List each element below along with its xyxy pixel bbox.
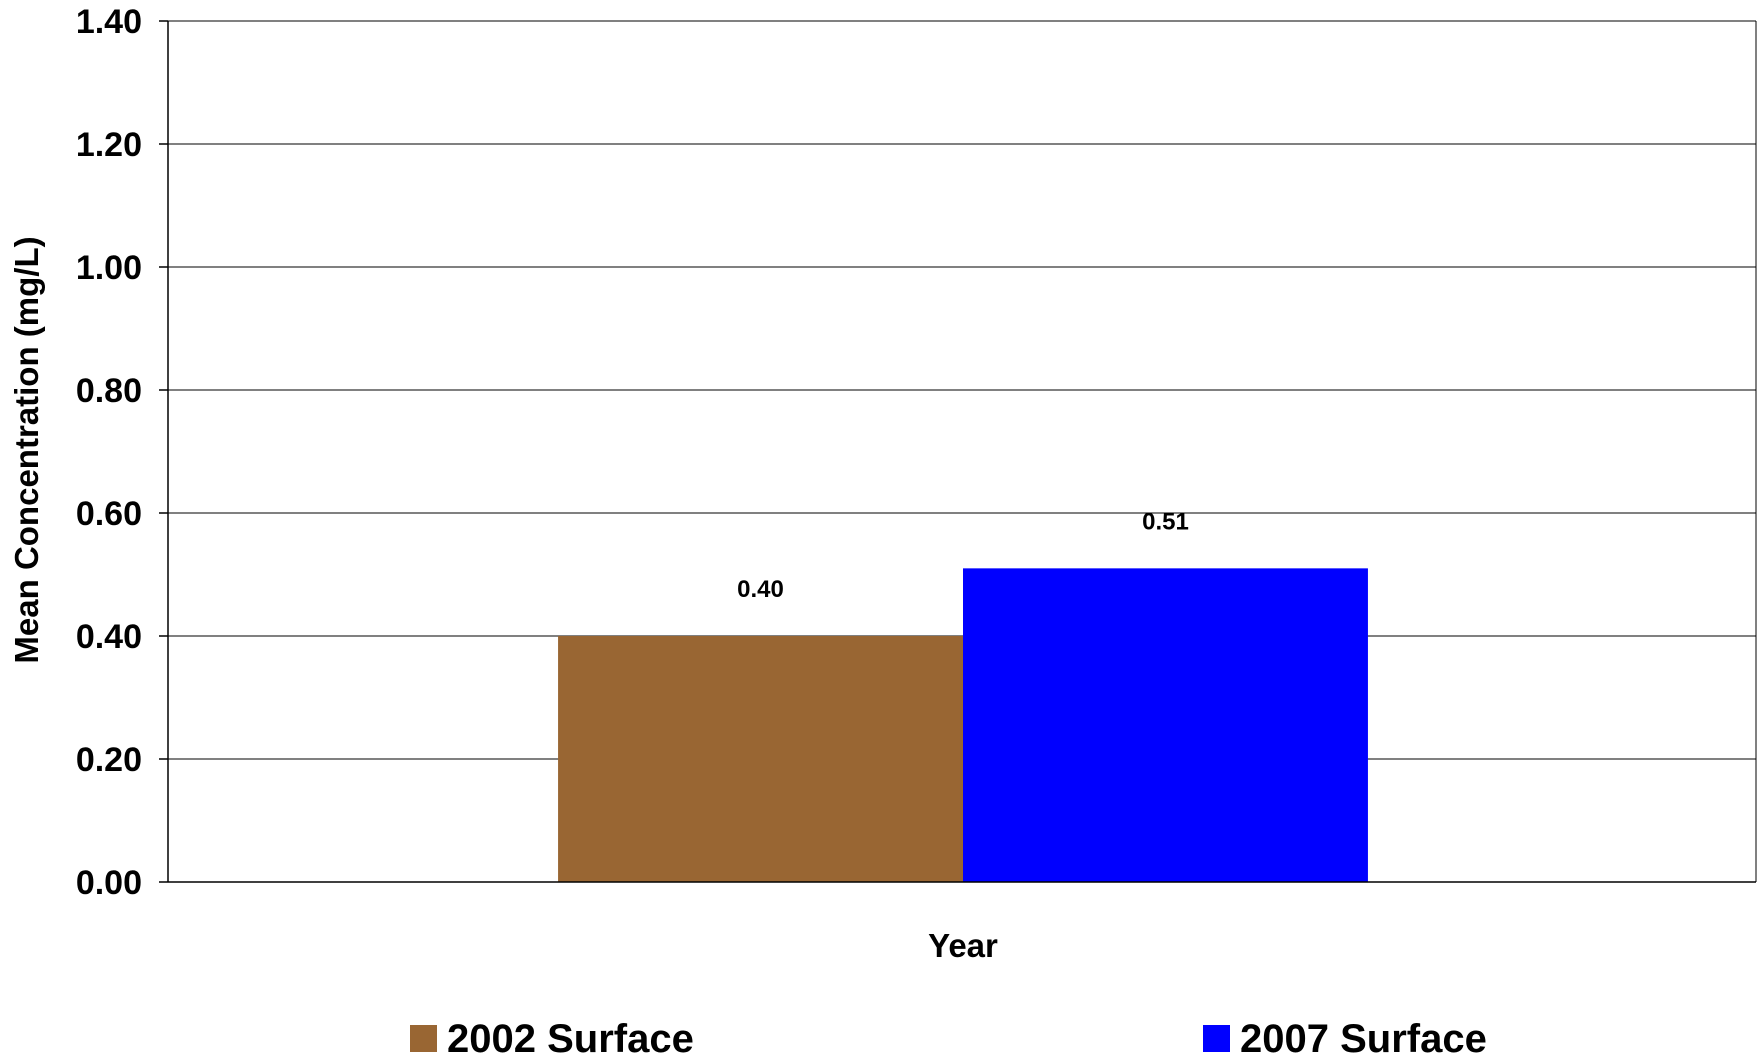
legend-label: 2002 Surface bbox=[447, 1017, 694, 1057]
y-tick-label: 0.40 bbox=[76, 618, 142, 656]
data-label: 0.51 bbox=[1142, 508, 1189, 535]
y-tick-label: 1.00 bbox=[76, 249, 142, 287]
legend: 2002 Surface 2007 Surface bbox=[410, 1017, 1487, 1057]
legend-swatch bbox=[1203, 1025, 1230, 1052]
legend-swatch bbox=[410, 1025, 437, 1052]
y-tick-label: 0.00 bbox=[76, 864, 142, 902]
y-tick-labels: 0.00 0.20 0.40 0.60 0.80 1.00 1.20 1.40 bbox=[76, 3, 142, 902]
bar-2002-surface bbox=[558, 636, 963, 882]
gridlines bbox=[168, 20, 1756, 760]
y-tick-label: 0.60 bbox=[76, 495, 142, 533]
bar-2007-surface bbox=[963, 568, 1368, 882]
y-axis-title: Mean Concentration (mg/L) bbox=[8, 236, 45, 663]
y-tick-label: 0.20 bbox=[76, 741, 142, 779]
y-tick-label: 1.20 bbox=[76, 126, 142, 164]
data-label: 0.40 bbox=[737, 576, 784, 603]
x-axis-title: Year bbox=[928, 927, 998, 964]
y-tick-label: 1.40 bbox=[76, 3, 142, 41]
bars bbox=[558, 568, 1368, 882]
axes bbox=[159, 20, 1757, 883]
y-tick-label: 0.80 bbox=[76, 372, 142, 410]
data-labels: 0.40 0.51 bbox=[737, 508, 1189, 603]
legend-label: 2007 Surface bbox=[1240, 1017, 1487, 1057]
